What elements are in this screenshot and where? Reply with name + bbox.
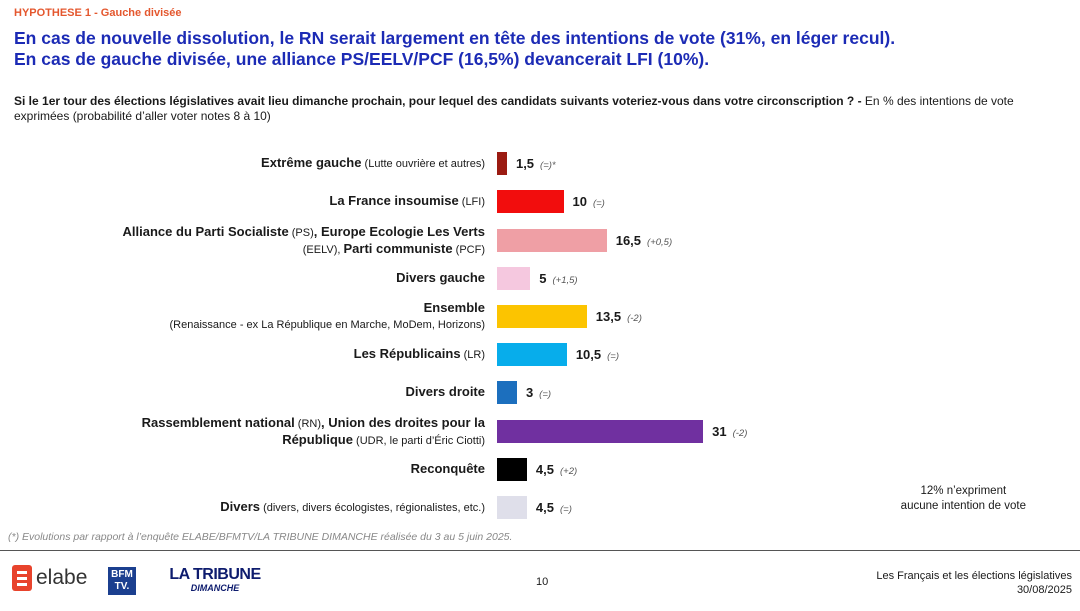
category-label: Divers gauche bbox=[396, 270, 485, 285]
value-number: 5 bbox=[539, 270, 547, 286]
title-line-1: En cas de nouvelle dissolution, le RN se… bbox=[14, 28, 896, 48]
evolution-label: (-2) bbox=[732, 427, 748, 439]
dimanche-logo-text: DIMANCHE bbox=[190, 583, 240, 593]
category-label: Extrême gauche (Lutte ouvrière et autres… bbox=[261, 155, 485, 170]
bar bbox=[497, 380, 517, 404]
page-number: 10 bbox=[536, 576, 549, 588]
title-line-2: En cas de gauche divisée, une alliance P… bbox=[14, 49, 710, 69]
bar bbox=[497, 189, 564, 213]
abstention-note-line-2: aucune intention de vote bbox=[900, 500, 1026, 512]
evolution-label: (=) bbox=[560, 503, 572, 515]
value-label: 5 (+1,5) bbox=[539, 267, 577, 292]
survey-question: Si le 1er tour des élections législative… bbox=[14, 94, 1024, 124]
category-label: Les Républicains (LR) bbox=[353, 346, 485, 361]
footer-divider bbox=[0, 550, 1080, 551]
value-label: 13,5 (-2) bbox=[596, 305, 642, 330]
value-number: 1,5 bbox=[515, 155, 535, 171]
value-number: 4,5 bbox=[535, 499, 554, 515]
value-number: 13,5 bbox=[595, 308, 622, 324]
category-label: Alliance du Parti Socialiste (PS), Europ… bbox=[122, 224, 485, 256]
study-title: Les Français et les élections législativ… bbox=[876, 570, 1072, 582]
evolution-label: (=)* bbox=[540, 159, 556, 171]
la-tribune-logo-text: LA TRIBUNE bbox=[169, 566, 261, 583]
elabe-logo-icon bbox=[12, 565, 32, 591]
evolution-footnote: (*) Evolutions par rapport à l’enquête E… bbox=[8, 531, 513, 543]
value-label: 10,5 (=) bbox=[576, 343, 619, 368]
category-label: Reconquête bbox=[410, 461, 485, 476]
value-label: 31 (-2) bbox=[712, 420, 747, 445]
bar bbox=[497, 151, 507, 175]
category-label: Divers droite bbox=[405, 384, 485, 399]
hypothesis-label: HYPOTHESE 1 - Gauche divisée bbox=[14, 7, 182, 19]
category-label: Rassemblement national (RN), Union des d… bbox=[141, 415, 485, 447]
evolution-label: (+1,5) bbox=[552, 274, 578, 286]
bfmtv-logo: BFM TV. bbox=[108, 567, 136, 595]
evolution-label: (+0,5) bbox=[647, 236, 673, 248]
bar bbox=[497, 342, 567, 366]
category-label: Divers (divers, divers écologistes, régi… bbox=[220, 499, 485, 514]
category-label: La France insoumise (LFI) bbox=[329, 193, 485, 208]
question-text: Si le 1er tour des élections législative… bbox=[14, 94, 862, 108]
study-date: 30/08/2025 bbox=[1016, 584, 1072, 596]
value-label: 16,5 (+0,5) bbox=[616, 229, 672, 254]
bar bbox=[497, 266, 531, 290]
page-title: En cas de nouvelle dissolution, le RN se… bbox=[14, 28, 1054, 70]
bar bbox=[497, 419, 704, 443]
value-number: 16,5 bbox=[615, 232, 642, 248]
question-unit: En % des intentions de vote exprimées (p… bbox=[14, 94, 1014, 123]
value-label: 4,5 (=) bbox=[536, 496, 572, 521]
category-label: Ensemble (Renaissance - ex La République … bbox=[169, 300, 485, 331]
value-label: 1,5 (=)* bbox=[516, 152, 556, 177]
value-label: 4,5 (+2) bbox=[536, 458, 577, 483]
abstention-note-line-1: 12% n’expriment bbox=[920, 485, 1007, 497]
evolution-label: (-2) bbox=[627, 312, 642, 324]
value-label: 3 (=) bbox=[526, 381, 551, 406]
footer-study-info: Les Français et les élections législativ… bbox=[876, 569, 1072, 597]
bar bbox=[497, 495, 527, 519]
evolution-label: (=) bbox=[607, 350, 619, 362]
evolution-label: (=) bbox=[592, 197, 605, 209]
bar bbox=[497, 457, 527, 481]
value-number: 4,5 bbox=[535, 461, 554, 477]
value-number: 10 bbox=[572, 193, 587, 209]
evolution-label: (=) bbox=[539, 388, 552, 400]
bar bbox=[497, 304, 587, 328]
la-tribune-dimanche-logo: LA TRIBUNE DIMANCHE bbox=[163, 566, 267, 594]
bar bbox=[497, 228, 607, 252]
evolution-label: (+2) bbox=[560, 465, 578, 477]
elabe-logo-text: elabe bbox=[36, 566, 88, 589]
value-number: 10,5 bbox=[575, 346, 602, 362]
value-number: 31 bbox=[712, 423, 727, 439]
value-number: 3 bbox=[525, 384, 534, 400]
elabe-logo: elabe bbox=[12, 565, 87, 591]
value-label: 10 (=) bbox=[573, 190, 605, 215]
abstention-note: 12% n’expriment aucune intention de vote bbox=[901, 484, 1026, 514]
